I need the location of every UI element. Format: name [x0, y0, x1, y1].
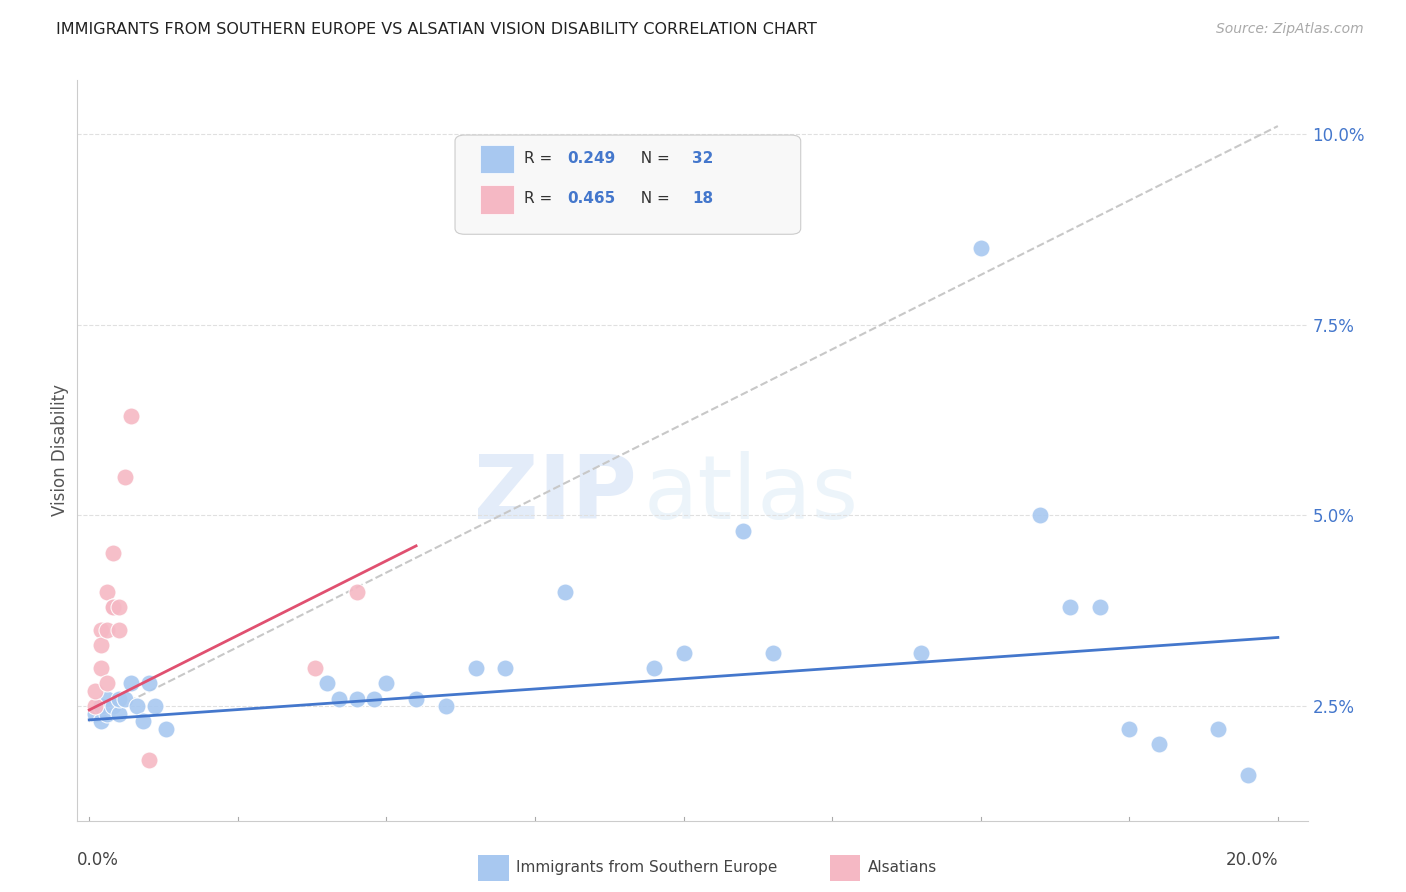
Point — [108, 706, 131, 721]
Point — [434, 699, 457, 714]
Text: 32: 32 — [693, 151, 714, 166]
Point — [108, 599, 131, 614]
Point — [101, 599, 124, 614]
Point — [101, 547, 124, 561]
Point — [96, 706, 118, 721]
Text: ZIP: ZIP — [474, 451, 637, 539]
Point — [96, 676, 118, 690]
Text: IMMIGRANTS FROM SOUTHERN EUROPE VS ALSATIAN VISION DISABILITY CORRELATION CHART: IMMIGRANTS FROM SOUTHERN EUROPE VS ALSAT… — [56, 22, 817, 37]
Y-axis label: Vision Disability: Vision Disability — [51, 384, 69, 516]
Point — [1088, 599, 1111, 614]
Text: R =: R = — [524, 151, 557, 166]
Point — [762, 646, 785, 660]
Point — [363, 691, 385, 706]
Point — [96, 623, 118, 637]
Point — [90, 638, 112, 652]
Point — [90, 623, 112, 637]
Text: N =: N = — [631, 191, 675, 206]
Point — [90, 661, 112, 675]
Point — [90, 699, 112, 714]
Text: 0.249: 0.249 — [567, 151, 616, 166]
Point — [910, 646, 932, 660]
Point — [120, 409, 142, 423]
Point — [304, 661, 326, 675]
FancyBboxPatch shape — [479, 145, 515, 173]
Point — [1029, 508, 1052, 523]
Point — [155, 722, 177, 736]
Text: 0.0%: 0.0% — [77, 851, 120, 869]
Point — [96, 691, 118, 706]
Point — [405, 691, 427, 706]
Text: 20.0%: 20.0% — [1226, 851, 1278, 869]
Point — [346, 691, 368, 706]
Point — [114, 691, 136, 706]
Point — [316, 676, 339, 690]
Text: R =: R = — [524, 191, 557, 206]
Point — [731, 524, 754, 538]
Point — [1147, 737, 1170, 751]
Text: Alsatians: Alsatians — [868, 861, 936, 875]
Point — [970, 241, 993, 255]
Point — [346, 584, 368, 599]
Point — [464, 661, 486, 675]
Point — [84, 706, 107, 721]
Point — [328, 691, 350, 706]
Point — [1118, 722, 1140, 736]
Point — [1059, 599, 1081, 614]
Point — [143, 699, 166, 714]
Text: Immigrants from Southern Europe: Immigrants from Southern Europe — [516, 861, 778, 875]
Point — [120, 676, 142, 690]
Text: Source: ZipAtlas.com: Source: ZipAtlas.com — [1216, 22, 1364, 37]
Point — [375, 676, 398, 690]
Point — [138, 753, 160, 767]
Point — [101, 699, 124, 714]
Point — [96, 584, 118, 599]
Point — [138, 676, 160, 690]
Text: N =: N = — [631, 151, 675, 166]
Point — [1237, 768, 1260, 782]
Text: 18: 18 — [693, 191, 714, 206]
Point — [84, 699, 107, 714]
Point — [108, 623, 131, 637]
Text: 0.465: 0.465 — [567, 191, 616, 206]
Point — [672, 646, 695, 660]
Point — [131, 714, 153, 729]
Point — [125, 699, 148, 714]
Point — [114, 470, 136, 484]
Point — [643, 661, 665, 675]
Text: atlas: atlas — [644, 451, 859, 539]
Point — [90, 714, 112, 729]
FancyBboxPatch shape — [456, 135, 801, 235]
Point — [1208, 722, 1230, 736]
FancyBboxPatch shape — [479, 186, 515, 213]
Point — [108, 691, 131, 706]
Point — [494, 661, 516, 675]
Point — [84, 684, 107, 698]
Point — [554, 584, 576, 599]
Point — [101, 599, 124, 614]
